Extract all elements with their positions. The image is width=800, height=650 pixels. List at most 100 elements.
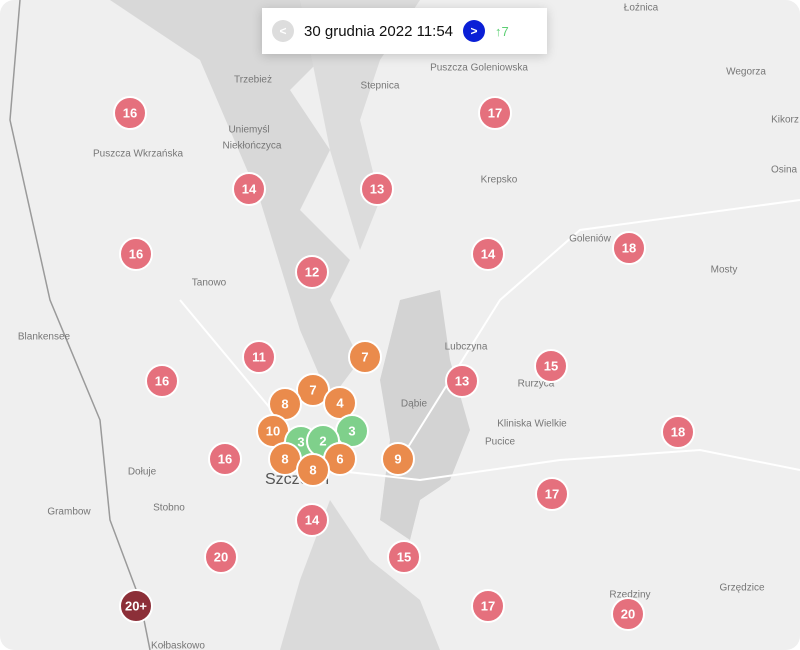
station-marker[interactable]: 18 — [661, 415, 695, 449]
station-marker[interactable]: 20+ — [119, 589, 153, 623]
marker-circle[interactable] — [360, 172, 394, 206]
station-marker[interactable]: 14 — [471, 237, 505, 271]
marker-circle[interactable] — [232, 172, 266, 206]
station-marker[interactable]: 7 — [348, 340, 382, 374]
station-marker[interactable]: 17 — [478, 96, 512, 130]
marker-label: 16 — [155, 374, 169, 389]
marker-circle[interactable] — [534, 349, 568, 383]
station-marker[interactable]: 14 — [295, 503, 329, 537]
station-marker[interactable]: 4 — [323, 386, 357, 420]
marker-circle[interactable] — [296, 453, 330, 487]
marker-circle[interactable] — [348, 340, 382, 374]
marker-label: 4 — [336, 396, 344, 411]
station-marker[interactable]: 16 — [208, 442, 242, 476]
time-panel: < 30 grudnia 2022 11:54 > ↑7 — [262, 8, 547, 54]
marker-label: 17 — [545, 487, 559, 502]
marker-circle[interactable] — [242, 340, 276, 374]
marker-label: 20 — [621, 607, 635, 622]
lagoon — [110, 0, 360, 400]
station-marker[interactable]: 20 — [204, 540, 238, 574]
place-label: Grzędzice — [719, 583, 764, 594]
marker-circle[interactable] — [145, 364, 179, 398]
marker-circle[interactable] — [611, 597, 645, 631]
marker-circle[interactable] — [119, 589, 153, 623]
place-label: Wegorza — [726, 67, 766, 78]
place-label: Tanowo — [192, 278, 227, 289]
marker-label: 3 — [297, 435, 304, 450]
place-label: Niekłończyca — [223, 141, 282, 152]
place-label: Kołbaskowo — [151, 641, 205, 650]
marker-label: 18 — [622, 241, 636, 256]
station-marker[interactable]: 8 — [296, 453, 330, 487]
station-marker[interactable]: 13 — [445, 364, 479, 398]
station-marker[interactable]: 16 — [145, 364, 179, 398]
marker-circle[interactable] — [113, 96, 147, 130]
station-marker[interactable]: 7 — [296, 373, 330, 407]
marker-label: 14 — [305, 513, 320, 528]
river-south — [280, 500, 440, 650]
station-marker[interactable]: 17 — [535, 477, 569, 511]
marker-label: 16 — [218, 452, 232, 467]
marker-circle[interactable] — [612, 231, 646, 265]
place-label: Trzebież — [234, 75, 272, 86]
marker-label: 8 — [281, 452, 288, 467]
marker-circle[interactable] — [119, 237, 153, 271]
station-marker[interactable]: 18 — [612, 231, 646, 265]
station-marker[interactable]: 20 — [611, 597, 645, 631]
marker-circle[interactable] — [471, 237, 505, 271]
marker-label: 8 — [281, 397, 288, 412]
place-label: Goleniów — [569, 234, 611, 245]
place-label: Łoźnica — [624, 3, 659, 14]
marker-label: 16 — [129, 247, 143, 262]
marker-circle[interactable] — [208, 442, 242, 476]
water — [300, 0, 420, 250]
marker-circle[interactable] — [535, 477, 569, 511]
station-marker[interactable]: 16 — [119, 237, 153, 271]
place-label: Kikorz — [771, 115, 799, 126]
station-marker[interactable]: 17 — [471, 589, 505, 623]
marker-circle[interactable] — [478, 96, 512, 130]
marker-circle[interactable] — [204, 540, 238, 574]
marker-circle[interactable] — [295, 255, 329, 289]
marker-label: 7 — [309, 383, 316, 398]
place-label: Rurzyca — [518, 379, 555, 390]
marker-label: 16 — [123, 106, 137, 121]
marker-circle[interactable] — [387, 540, 421, 574]
marker-circle[interactable] — [471, 589, 505, 623]
marker-circle[interactable] — [661, 415, 695, 449]
station-marker[interactable]: 15 — [534, 349, 568, 383]
place-label: Puszcza Goleniowska — [430, 63, 528, 74]
station-marker[interactable]: 14 — [232, 172, 266, 206]
marker-circle[interactable] — [445, 364, 479, 398]
marker-circle[interactable] — [295, 503, 329, 537]
station-marker[interactable]: 16 — [113, 96, 147, 130]
marker-label: 15 — [544, 359, 558, 374]
place-label: Dąbie — [401, 399, 428, 410]
marker-label: 12 — [305, 265, 319, 280]
next-button[interactable]: > — [463, 20, 486, 42]
station-marker[interactable]: 10 — [256, 414, 290, 448]
marker-label: 7 — [361, 350, 368, 365]
marker-circle[interactable] — [296, 373, 330, 407]
marker-label: 14 — [242, 182, 257, 197]
place-label: Mosty — [711, 265, 738, 276]
marker-label: 17 — [488, 106, 502, 121]
station-marker[interactable]: 15 — [387, 540, 421, 574]
station-marker[interactable]: 12 — [295, 255, 329, 289]
place-label: Krepsko — [481, 175, 518, 186]
station-marker[interactable]: 9 — [381, 442, 415, 476]
station-marker[interactable]: 13 — [360, 172, 394, 206]
station-marker[interactable]: 11 — [242, 340, 276, 374]
marker-circle[interactable] — [381, 442, 415, 476]
marker-label: 20 — [214, 550, 228, 565]
marker-label: 9 — [394, 452, 401, 467]
date: 30 grudnia 2022 11:54 — [304, 22, 454, 40]
prev-button[interactable]: < — [272, 20, 294, 42]
place-label: Rzędziny — [609, 590, 650, 601]
marker-label: 18 — [671, 425, 685, 440]
marker-label: 10 — [266, 424, 280, 439]
change: ↑7 — [495, 23, 509, 39]
place-label: Osina — [771, 165, 798, 176]
